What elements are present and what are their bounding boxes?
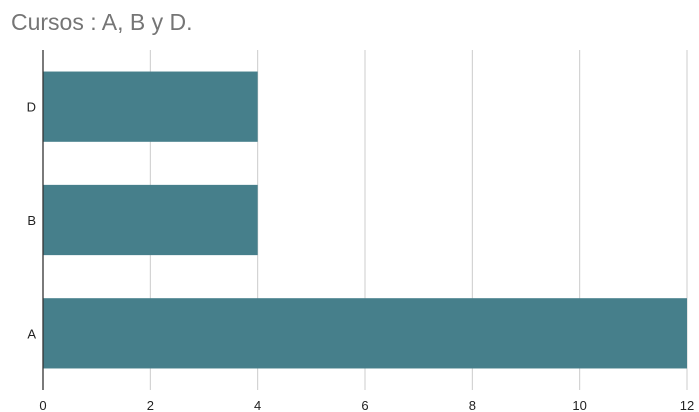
- bar-b: [43, 184, 258, 256]
- x-tick-labels: 0 2 4 6 8 10 12: [39, 398, 694, 412]
- y-tick-label: B: [27, 213, 36, 228]
- chart-title: Cursos : A, B y D.: [11, 9, 193, 35]
- x-tick-label: 12: [680, 398, 694, 412]
- y-tick-label: D: [27, 100, 36, 115]
- bar-a: [43, 298, 687, 369]
- bars: [43, 71, 687, 369]
- x-tick-label: 2: [147, 398, 154, 412]
- bar-d: [43, 71, 258, 142]
- y-tick-label: A: [27, 326, 36, 341]
- x-tick-label: 4: [254, 398, 261, 412]
- x-tick-label: 0: [39, 398, 46, 412]
- y-tick-labels: D B A: [27, 100, 37, 342]
- x-tick-label: 8: [469, 398, 476, 412]
- x-tick-label: 10: [572, 398, 586, 412]
- x-tick-label: 6: [361, 398, 368, 412]
